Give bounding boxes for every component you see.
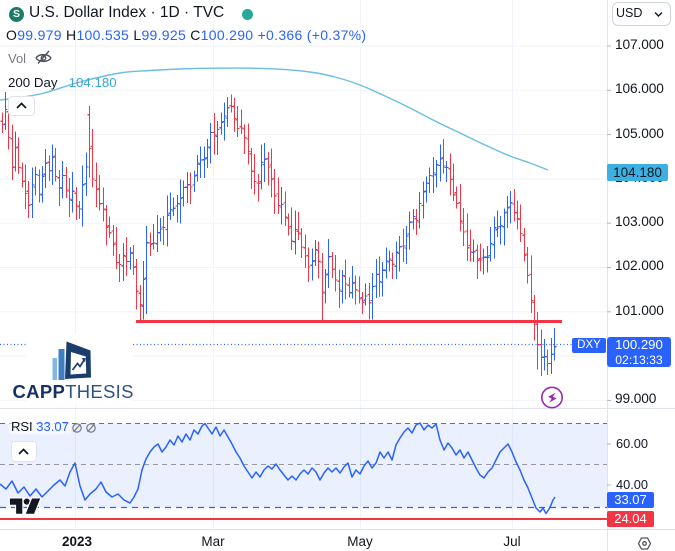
svg-text:CAPPTHESIS: CAPPTHESIS [13, 381, 134, 402]
